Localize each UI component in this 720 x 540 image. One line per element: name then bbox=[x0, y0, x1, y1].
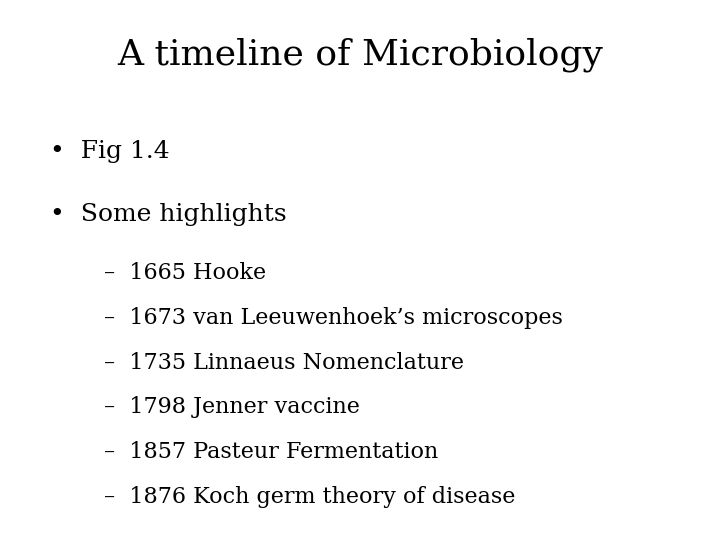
Text: –  1673 van Leeuwenhoek’s microscopes: – 1673 van Leeuwenhoek’s microscopes bbox=[104, 307, 563, 329]
Text: –  1735 Linnaeus Nomenclature: – 1735 Linnaeus Nomenclature bbox=[104, 352, 464, 374]
Text: –  1665 Hooke: – 1665 Hooke bbox=[104, 262, 266, 284]
Text: •  Fig 1.4: • Fig 1.4 bbox=[50, 140, 170, 164]
Text: –  1798 Jenner vaccine: – 1798 Jenner vaccine bbox=[104, 396, 360, 419]
Text: A timeline of Microbiology: A timeline of Microbiology bbox=[117, 38, 603, 72]
Text: –  1876 Koch germ theory of disease: – 1876 Koch germ theory of disease bbox=[104, 486, 516, 508]
Text: –  1857 Pasteur Fermentation: – 1857 Pasteur Fermentation bbox=[104, 441, 438, 463]
Text: •  Some highlights: • Some highlights bbox=[50, 202, 287, 226]
